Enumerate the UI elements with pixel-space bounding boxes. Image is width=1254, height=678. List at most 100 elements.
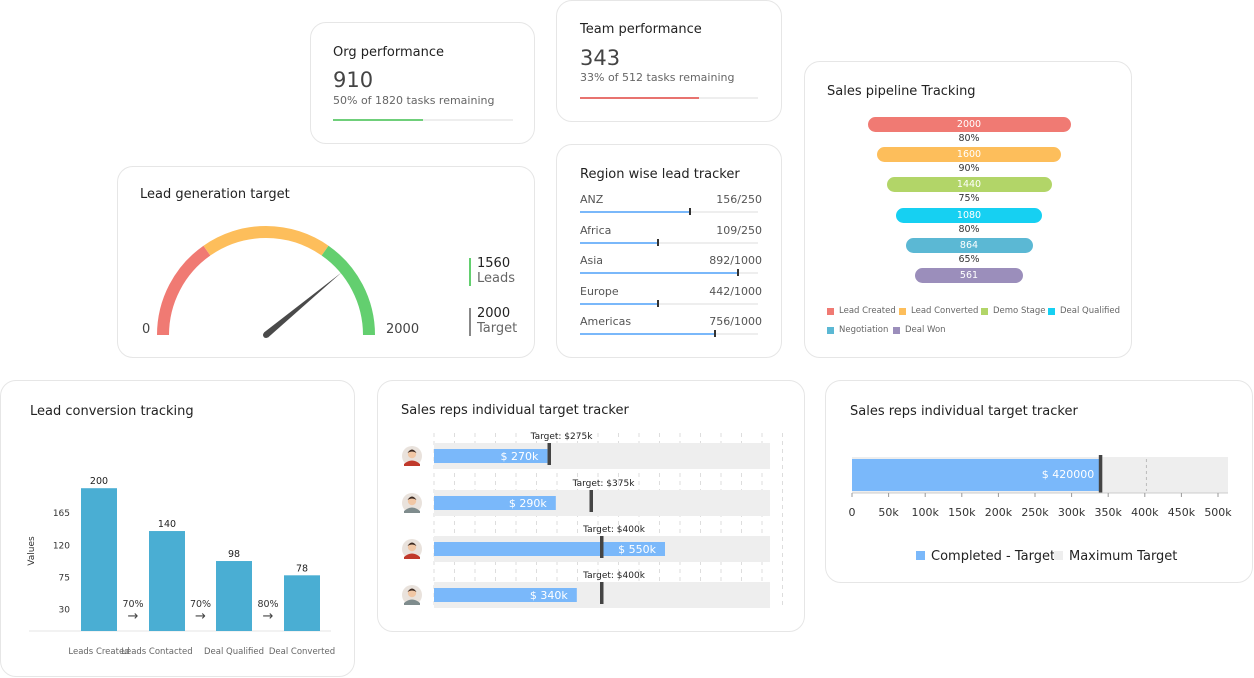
rep-target-marker (547, 443, 551, 465)
region-name: ANZ (580, 193, 604, 206)
region-tracker-title: Region wise lead tracker (580, 167, 740, 182)
org-performance-progress-track (333, 119, 513, 121)
region-value: 756/1000 (709, 315, 762, 328)
leads-label: Leads (477, 271, 516, 286)
rep-target-label: Target: $400k (582, 571, 646, 581)
legend-label-completed: Completed - Target (931, 549, 1055, 564)
lead-generation-card: Lead generation target 0 2000 1560 Leads… (117, 166, 535, 358)
reps-tracker-chart: $ 270k Target: $275k $ 290k Target: $375k $ … (402, 432, 783, 609)
completed-bar (852, 459, 1101, 491)
legend-swatch (981, 308, 988, 315)
funnel-conversion-label: 80% (958, 133, 980, 144)
legend-swatch (899, 308, 906, 315)
x-tick-label: 450k (1168, 506, 1196, 519)
legend-swatch (893, 327, 900, 334)
region-value: 109/250 (716, 223, 762, 237)
gauge-band-mid (203, 226, 329, 256)
x-tick-label: 500k (1204, 506, 1232, 519)
avatar-hair (407, 449, 417, 453)
legend-swatch-maximum (1054, 551, 1063, 560)
region-progress-fill (580, 333, 716, 335)
funnel-conversion-label: 75% (958, 193, 980, 205)
region-progress-track (580, 238, 758, 246)
bar-value-label: 78 (296, 563, 308, 574)
rep-actual-label: $ 340k (530, 589, 568, 602)
rep-actual-bar (434, 588, 577, 602)
bar-value-label: 140 (158, 519, 176, 530)
avatar-face (407, 496, 417, 506)
conversion-bar (81, 488, 117, 631)
rep-actual-bar (434, 449, 548, 463)
x-tick-label: 350k (1095, 506, 1123, 519)
category-label: Leads Created (68, 647, 129, 657)
gauge-band-high (321, 245, 375, 336)
rep-avatar (402, 539, 422, 559)
legend-label: Lead Created (839, 306, 896, 316)
avatar-shirt (404, 460, 420, 466)
funnel-stage: 561 (915, 268, 1023, 283)
rep-avatar (402, 585, 422, 605)
reps-tracker-2-card: Sales reps individual target tracker $ 4… (825, 380, 1253, 583)
arrow-right-icon: → (128, 609, 139, 624)
y-tick-label: 75 (59, 573, 70, 583)
reps-tracker-2-title: Sales reps individual target tracker (850, 404, 1078, 419)
rep-target-marker (600, 536, 604, 558)
conversion-bar (284, 575, 320, 631)
org-performance-card: Org performance 910 50% of 1820 tasks re… (310, 22, 535, 144)
funnel-conversion-label: 80% (958, 223, 980, 235)
target-legend-bar (469, 308, 471, 336)
gauge-max-label: 2000 (386, 322, 420, 337)
legend-label-maximum: Maximum Target (1069, 549, 1177, 564)
x-tick-label: 0 (849, 506, 856, 519)
arrow-right-icon: → (195, 609, 206, 624)
region-value: 892/1000 (709, 254, 762, 267)
target-value: 2000 (477, 306, 511, 321)
lead-conversion-chart: 30 75 120 165 Values 200 Leads Created 140 Leads… (27, 476, 335, 657)
x-tick-label: 300k (1058, 506, 1086, 519)
org-performance-value: 910 (333, 68, 374, 92)
rep-target-label: Target: $400k (582, 525, 646, 535)
legend-swatch (827, 308, 834, 315)
funnel-conversion-label: 65% (958, 253, 980, 265)
legend-label: Demo Stage (993, 306, 1046, 316)
lead-conversion-card: Lead conversion tracking 30 75 120 165 Value… (0, 380, 355, 677)
x-tick-label: 100k (912, 506, 940, 519)
target-label: Target (477, 321, 518, 336)
region-name: Asia (580, 254, 604, 267)
conversion-rate-label: 70% (190, 599, 211, 610)
region-progress-marker (737, 269, 740, 276)
region-name: Africa (580, 223, 612, 237)
rep-actual-label: $ 550k (618, 543, 656, 556)
rep-target-label: Target: $375k (572, 479, 636, 489)
team-performance-title: Team performance (580, 22, 702, 37)
rep-actual-bar (434, 542, 665, 556)
region-value: 442/1000 (709, 284, 762, 298)
gauge-needle (263, 272, 342, 338)
leads-value: 1560 (477, 256, 511, 271)
org-performance-progress-fill (333, 119, 423, 121)
avatar-shirt (404, 599, 420, 605)
team-performance-progress-fill (580, 97, 700, 99)
y-tick-label: 30 (59, 606, 71, 616)
leads-legend-bar (469, 258, 471, 286)
region-progress-track (580, 269, 758, 276)
avatar-face (407, 542, 417, 552)
team-performance-subtitle: 33% of 512 tasks remaining (580, 71, 735, 84)
team-performance-progress-track (580, 97, 758, 99)
category-label: Leads Contacted (121, 647, 192, 657)
avatar-hair (407, 496, 417, 500)
region-progress-fill (580, 241, 659, 244)
x-tick-label: 200k (985, 506, 1013, 519)
rep-target-marker (600, 582, 604, 604)
y-axis-label: Values (27, 536, 37, 566)
x-tick-label: 250k (1021, 506, 1049, 519)
region-progress-fill (580, 211, 691, 213)
funnel-stage: 1440 (886, 177, 1052, 193)
team-performance-card: Team performance 343 33% of 512 tasks re… (556, 0, 782, 122)
region-progress-marker (657, 238, 660, 246)
region-progress-fill (580, 302, 659, 305)
lead-generation-gauge (157, 226, 375, 338)
y-tick-label: 120 (53, 541, 70, 551)
rep-avatar (402, 446, 422, 466)
region-progress-marker (689, 208, 692, 215)
